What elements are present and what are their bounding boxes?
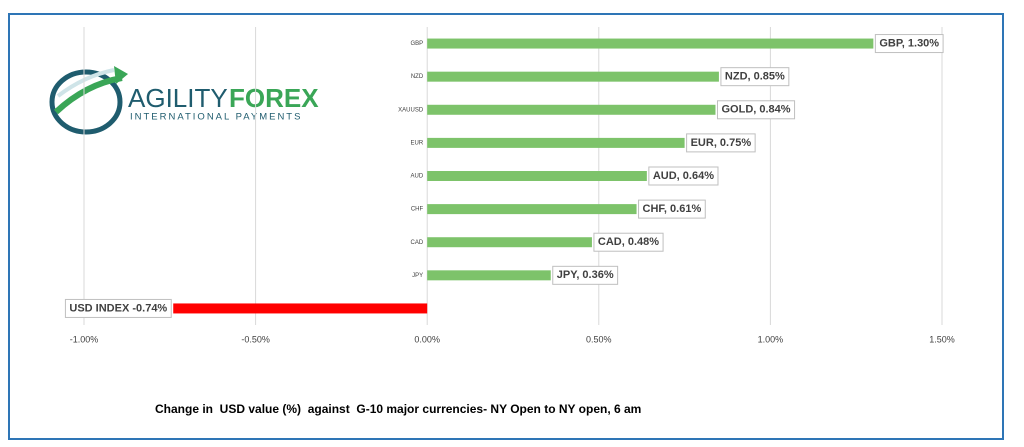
y-tick-label: CHF [411,207,424,213]
y-tick-label: AUD [411,174,424,180]
data-label: EUR, 0.75% [691,137,752,149]
logo-brand-right: FOREX [229,83,319,113]
bar [427,104,716,115]
x-tick-label: 1.00% [758,334,784,344]
bar [427,237,592,248]
label-box [593,232,664,252]
x-tick-label: -1.00% [70,334,99,344]
bar [427,137,685,148]
label-box [720,67,790,87]
y-tick-label: EUR [411,140,424,146]
data-label: AUD, 0.64% [653,170,714,182]
data-label: GBP, 1.30% [879,37,939,49]
data-label: CAD, 0.48% [598,236,659,248]
x-tick-label: 0.00% [414,334,440,344]
label-box [686,133,756,153]
y-tick-label: GBP [411,41,424,47]
data-label: USD INDEX -0.74% [69,302,167,314]
caption: Change in USD value (%) against G-10 maj… [155,402,641,416]
data-label: JPY, 0.36% [557,269,614,281]
bar [427,171,647,181]
label-box [874,34,944,54]
y-tick-label: XAUUSD [398,107,424,113]
bar [427,270,551,281]
y-tick-label: NZD [411,74,424,80]
bar [427,204,637,215]
bar [173,303,428,314]
logo-brand-left: AGILITY [128,83,228,113]
bar [427,38,874,49]
x-tick-label: -0.50% [241,334,270,344]
y-tick-label: CAD [411,240,424,246]
data-label: CHF, 0.61% [643,203,702,215]
label-box [638,199,706,219]
label-box [64,298,172,318]
frame [8,13,1004,440]
x-tick-label: 0.50% [586,334,612,344]
label-box [552,265,619,285]
y-tick-label: JPY [412,273,423,279]
bar [427,71,719,82]
label-box [648,166,719,186]
x-tick-label: 1.50% [929,334,955,344]
data-label: NZD, 0.85% [725,71,785,83]
logo-tagline: INTERNATIONAL PAYMENTS [130,112,302,123]
logo-icon [49,66,128,135]
data-label: GOLD, 0.84% [721,104,790,116]
label-box [716,100,796,120]
